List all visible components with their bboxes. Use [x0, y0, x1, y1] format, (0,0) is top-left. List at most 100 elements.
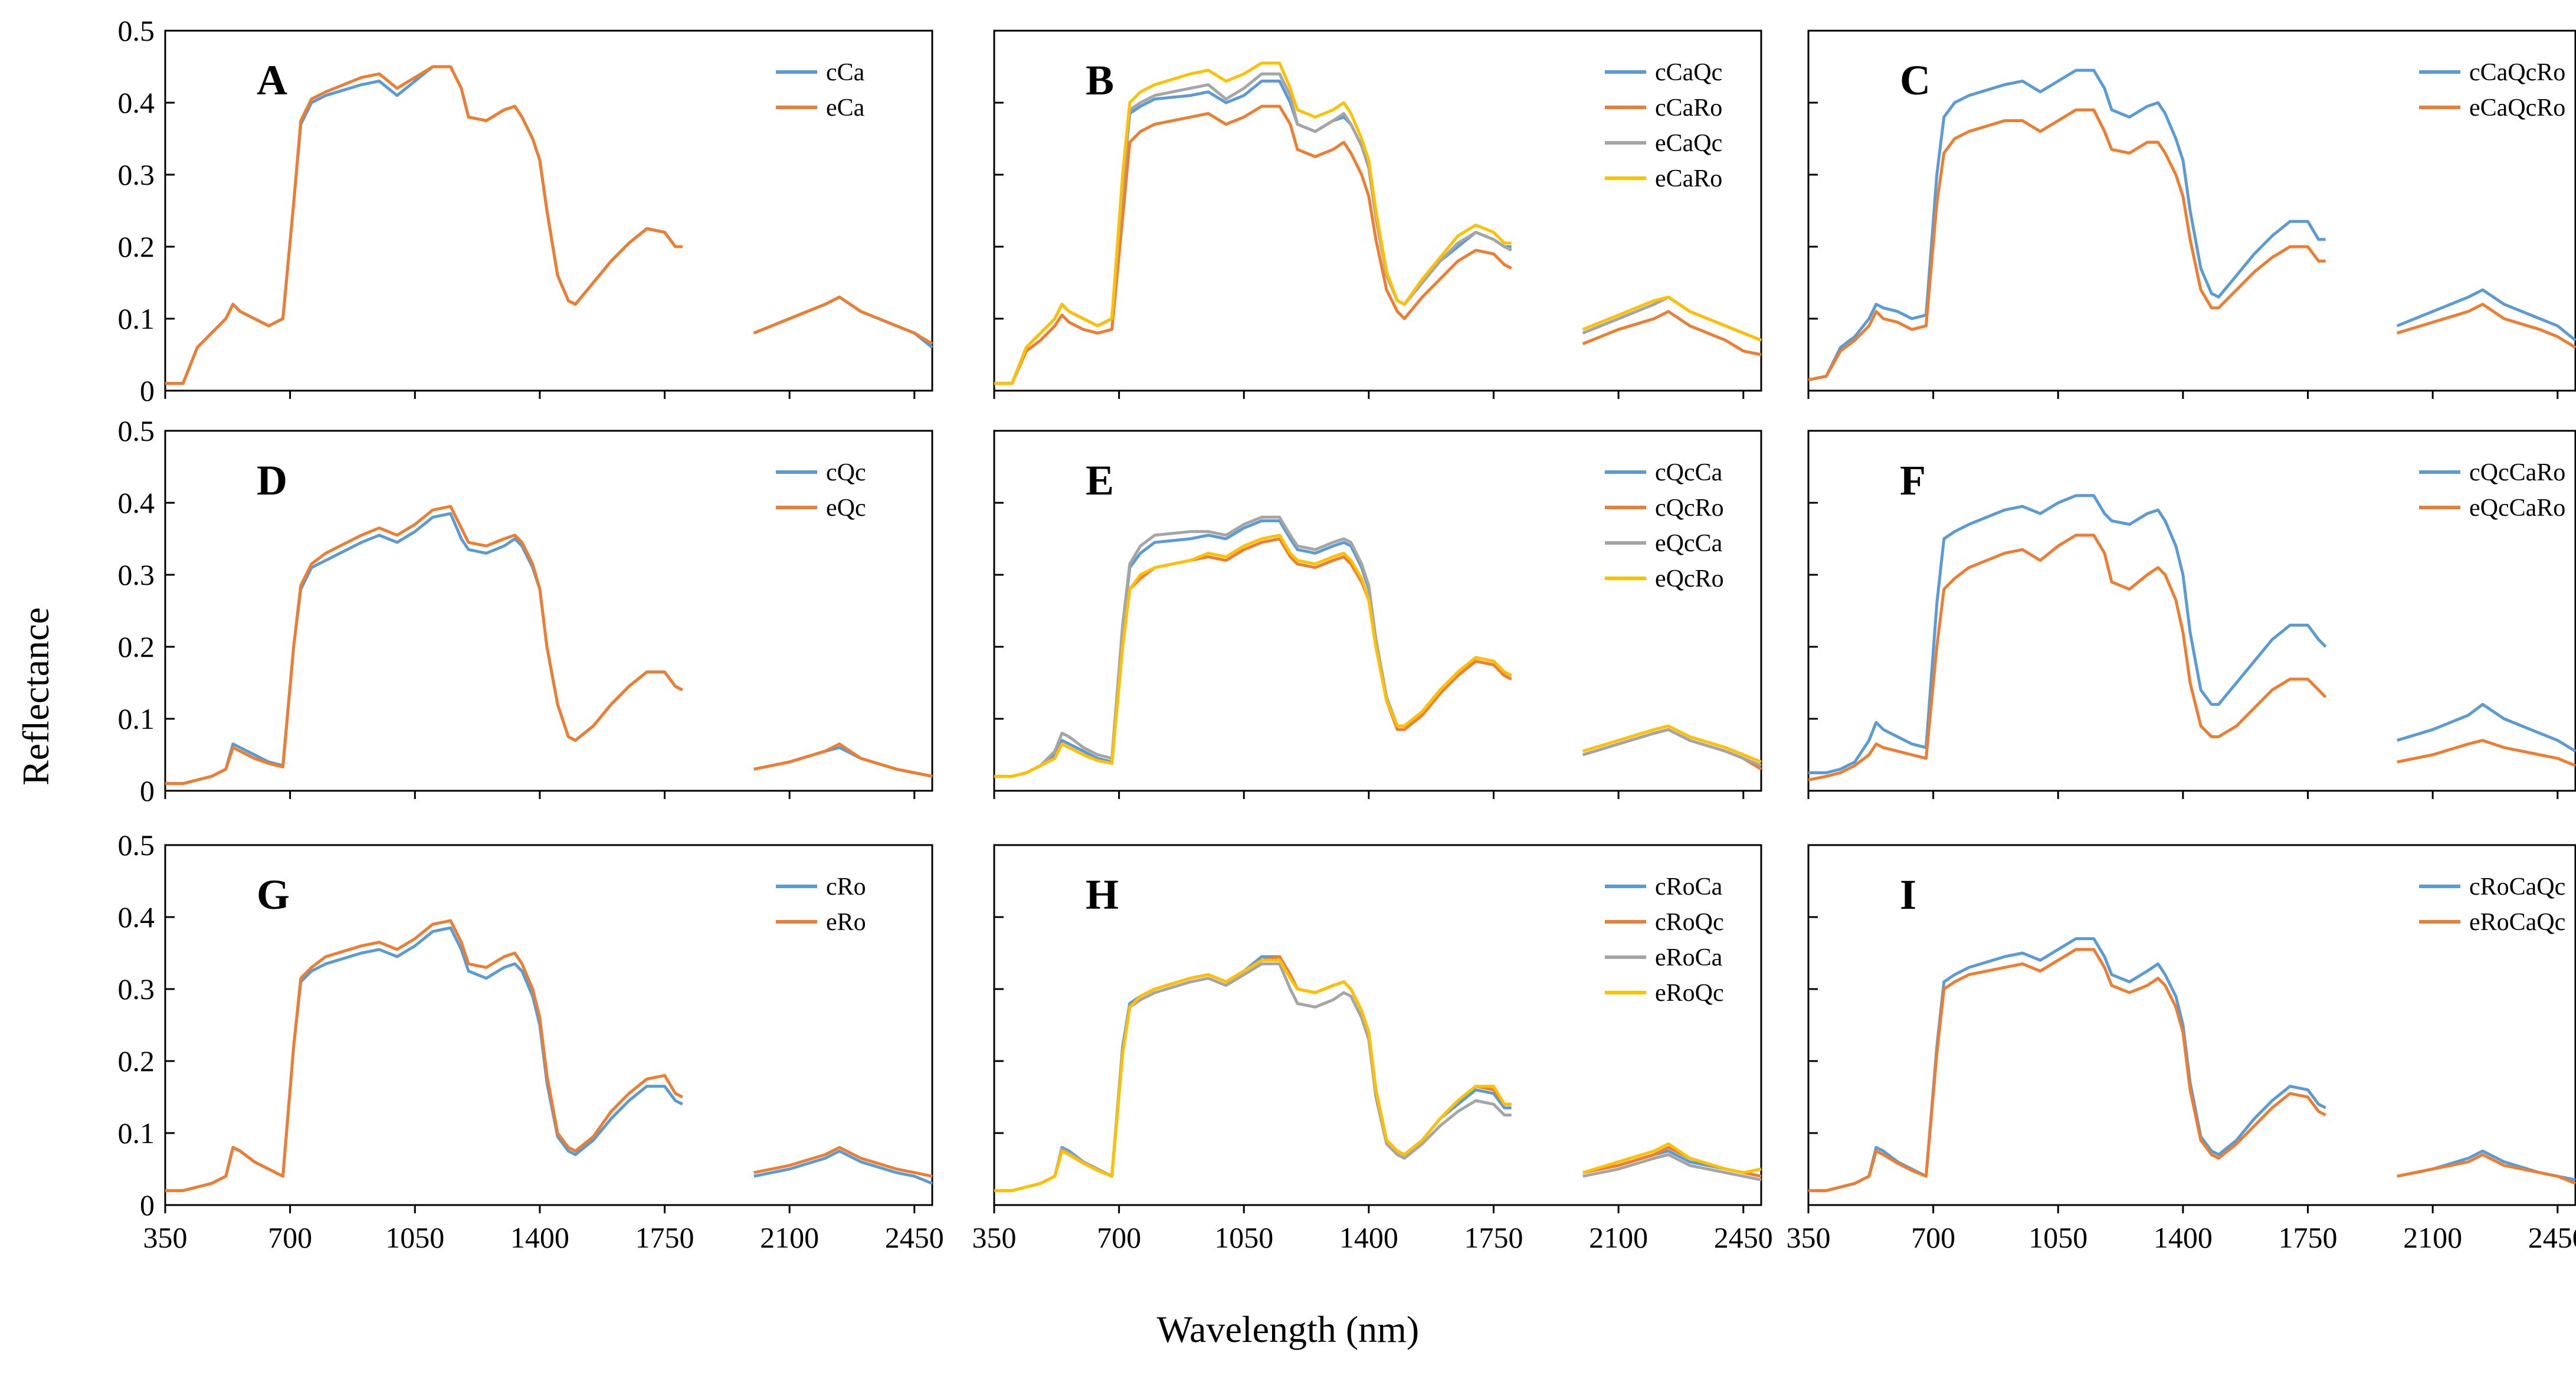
legend-label-eRo: eRo: [826, 909, 866, 936]
panel-a-y-tick-label: 0.5: [118, 14, 155, 47]
panel-e-letter: E: [1086, 457, 1114, 504]
panel-i-x-tick-label: 1750: [2279, 1221, 2338, 1254]
legend-label-eRoCa: eRoCa: [1655, 944, 1723, 971]
panel-h-x-tick-label: 350: [972, 1221, 1017, 1254]
legend-label-eRoQc: eRoQc: [1655, 980, 1724, 1007]
panel-g-y-tick-label: 0: [140, 1189, 155, 1222]
panel-h-x-tick-label: 2100: [1589, 1221, 1648, 1254]
legend-label-cQcCa: cQcCa: [1655, 459, 1723, 486]
panel-a-y-tick-label: 0.2: [118, 230, 155, 263]
panel-d-y-tick-label: 0.3: [118, 558, 155, 591]
legend-label-eQc: eQc: [826, 495, 866, 522]
panel-h-letter: H: [1086, 871, 1119, 918]
panel-i-x-tick-label: 350: [1787, 1221, 1831, 1254]
panel-a-letter: A: [257, 57, 287, 104]
panel-i-x-tick-label: 700: [1911, 1221, 1955, 1254]
legend-label-eQcCa: eQcCa: [1655, 530, 1723, 557]
series-line-cCaRo: [994, 104, 1762, 385]
series-line-eCaRo: [994, 61, 1762, 385]
panel-g-frame: [164, 844, 933, 1206]
series-line-cQcCaRo: [1808, 494, 2576, 774]
legend-label-cCaQcRo: cCaQcRo: [2469, 59, 2565, 86]
panel-d-y-tick-label: 0.4: [118, 486, 155, 519]
panel-d-y-tick-label: 0.1: [118, 702, 155, 735]
x-axis-title: Wavelength (nm): [1157, 1308, 1419, 1350]
legend-label-cRoCa: cRoCa: [1655, 873, 1723, 901]
panel-d-letter: D: [257, 457, 287, 504]
panel-c-frame: [1807, 30, 2576, 392]
panel-h: 350 700 1050 1400 1750 2100 2450 H cRoCa cRoQc eRo…: [972, 844, 1773, 1254]
panel-g-x-tick-label: 1050: [385, 1221, 444, 1254]
panel-g: 0 0.1 0.2 0.3 0.4 0.5 350 700 1050 1400 1750 2100 24…: [118, 829, 944, 1254]
panel-h-x-tick-label: 1400: [1339, 1221, 1398, 1254]
panel-a-y-tick-label: 0.4: [118, 86, 155, 119]
legend-label-eQcRo: eQcRo: [1655, 565, 1724, 592]
panel-b-letter: B: [1086, 57, 1114, 104]
legend-label-cCaQc: cCaQc: [1655, 59, 1722, 86]
panel-h-x-tick-label: 1750: [1464, 1221, 1523, 1254]
series-line-eCaQcRo: [1808, 108, 2576, 382]
panel-g-x-tick-label: 1400: [510, 1221, 569, 1254]
panel-h-x-tick-label: 2450: [1714, 1221, 1773, 1254]
panel-h-x-tick-label: 700: [1097, 1221, 1141, 1254]
panel-g-y-tick-label: 0.1: [118, 1117, 155, 1150]
panels-layer: 0 0.1 0.2 0.3 0.4 0.5 A cCa eCa B cCaQc cCaRo eCaQc e…: [118, 14, 2576, 1254]
panel-i-x-tick-label: 1050: [2028, 1221, 2087, 1254]
panel-i-x-tick-label: 1400: [2154, 1221, 2213, 1254]
legend-label-eCa: eCa: [826, 94, 865, 122]
panel-d-y-tick-label: 0.2: [118, 630, 155, 663]
panel-g-y-tick-label: 0.4: [118, 901, 155, 934]
panel-d: 0 0.1 0.2 0.3 0.4 0.5 D cQc eQc: [118, 414, 933, 807]
series-line-cRoCaQc: [1808, 937, 2576, 1193]
legend-label-eCaQc: eCaQc: [1655, 130, 1722, 157]
panel-i-frame: [1807, 844, 2576, 1206]
panel-d-frame: [164, 430, 933, 792]
series-line-cRo: [165, 926, 933, 1193]
legend-label-eCaQcRo: eCaQcRo: [2469, 94, 2565, 122]
legend-label-cRoCaQc: cRoCaQc: [2469, 873, 2565, 901]
legend-label-cQc: cQc: [826, 459, 866, 486]
panel-g-letter: G: [257, 871, 290, 918]
panel-h-x-tick-label: 1050: [1214, 1221, 1273, 1254]
legend-label-cQcCaRo: cQcCaRo: [2469, 459, 2565, 486]
panel-a: 0 0.1 0.2 0.3 0.4 0.5 A cCa eCa: [118, 14, 933, 407]
legend-label-eCaRo: eCaRo: [1655, 165, 1722, 192]
panel-g-x-tick-label: 700: [268, 1221, 312, 1254]
series-line-eQcCaRo: [1808, 533, 2576, 782]
series-line-eQcCa: [994, 515, 1762, 778]
legend-label-eRoCaQc: eRoCaQc: [2469, 909, 2565, 936]
panel-f-letter: F: [1900, 457, 1926, 504]
y-axis-title: Reflectance: [15, 607, 57, 785]
panel-b-frame: [993, 30, 1762, 392]
legend-label-cCaRo: cCaRo: [1655, 94, 1722, 122]
panel-i-letter: I: [1900, 871, 1916, 918]
legend-label-cRoQc: cRoQc: [1655, 909, 1724, 936]
panel-a-frame: [164, 30, 933, 392]
panel-g-x-tick-label: 2100: [760, 1221, 819, 1254]
legend-label-cCa: cCa: [826, 59, 865, 86]
legend-label-cRo: cRo: [826, 873, 866, 901]
series-line-eRoQc: [994, 958, 1762, 1193]
panel-a-y-tick-label: 0: [140, 374, 155, 407]
panel-g-x-tick-label: 1750: [635, 1221, 694, 1254]
panel-f-frame: [1807, 430, 2576, 792]
panel-e-frame: [993, 430, 1762, 792]
panel-d-y-tick-label: 0.5: [118, 414, 155, 447]
panel-i-x-tick-label: 2100: [2403, 1221, 2462, 1254]
series-line-cCaQcRo: [1808, 68, 2576, 382]
series-line-eQcRo: [994, 533, 1762, 778]
panel-a-y-tick-label: 0.1: [118, 302, 155, 335]
legend-label-eQcCaRo: eQcCaRo: [2469, 495, 2565, 522]
series-line-eRoCaQc: [1808, 948, 2576, 1193]
panel-g-y-tick-label: 0.2: [118, 1045, 155, 1078]
panel-d-y-tick-label: 0: [140, 774, 155, 807]
series-line-eCa: [165, 65, 933, 385]
panel-i-x-tick-label: 2450: [2528, 1221, 2576, 1254]
panel-g-x-tick-label: 2450: [885, 1221, 944, 1254]
